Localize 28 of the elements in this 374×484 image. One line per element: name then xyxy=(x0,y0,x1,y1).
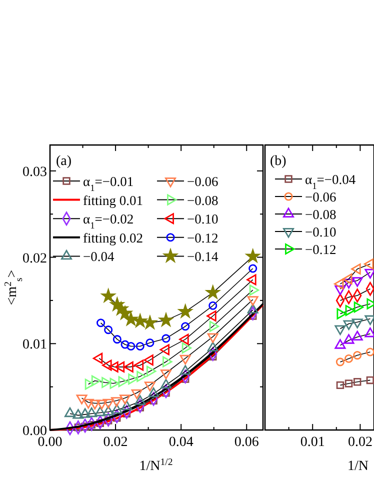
x-tick-label: 0.00 xyxy=(38,435,62,450)
legend-label: fitting 0.01 xyxy=(83,192,143,208)
legend-label: −0.10 xyxy=(187,212,218,227)
legend-label: −0.14 xyxy=(187,249,218,264)
legend-label: −0.10 xyxy=(305,224,336,240)
x-axis-title: 1/N xyxy=(348,459,368,474)
y-tick-label: 0.03 xyxy=(22,164,47,180)
legend-label: α$_{1}$=−0.01 xyxy=(83,174,134,194)
annotation: (a) xyxy=(56,154,72,169)
x-tick-label: 0.01 xyxy=(300,435,325,450)
x-tick-label: 0.06 xyxy=(234,435,259,450)
legend-label: −0.08 xyxy=(187,192,218,208)
y-tick-label: 0.01 xyxy=(22,338,47,353)
x-axis-title: 1/N$^{1/2}$ xyxy=(139,456,173,474)
legend-label: α$_{1}$=−0.02 xyxy=(83,212,134,232)
y-tick-label: 0.02 xyxy=(22,251,47,266)
legend-label: −0.04 xyxy=(83,249,114,264)
legend-label: −0.06 xyxy=(187,174,218,189)
legend-label: α$_{1}$=−0.04 xyxy=(305,172,356,192)
legend-label: fitting 0.02 xyxy=(83,230,143,246)
x-tick-label: 0.02 xyxy=(103,435,128,450)
x-tick-label: 0.04 xyxy=(168,435,194,450)
legend-label: −0.06 xyxy=(305,190,336,204)
legend-label: −0.12 xyxy=(187,230,218,246)
legend-label: −0.12 xyxy=(305,242,336,257)
text: (b) xyxy=(270,154,287,169)
legend-label: −0.08 xyxy=(305,207,336,222)
x-tick-label: 0.02 xyxy=(348,435,372,450)
